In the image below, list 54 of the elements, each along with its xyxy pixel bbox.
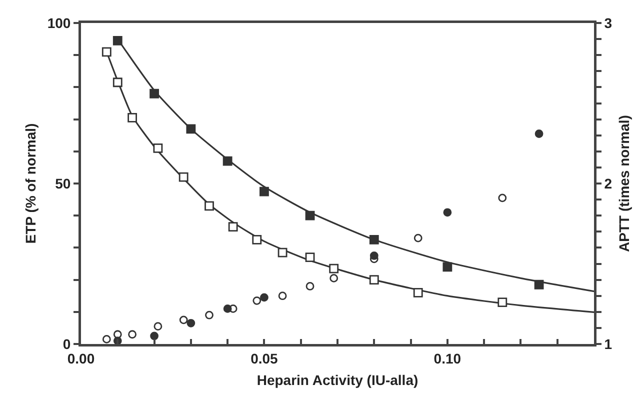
y2-tick-label: 1 bbox=[604, 336, 612, 352]
point bbox=[413, 288, 423, 298]
y2-tick-label: 2 bbox=[604, 175, 612, 192]
point bbox=[498, 298, 508, 307]
x-tick-label: 0.05 bbox=[250, 350, 278, 366]
y-axis-title: ETP (% of normal) bbox=[22, 123, 39, 244]
y-tick-label: 100 bbox=[47, 14, 71, 31]
point bbox=[260, 293, 268, 302]
point bbox=[414, 234, 422, 242]
point bbox=[222, 156, 232, 166]
point bbox=[442, 262, 452, 272]
point bbox=[330, 274, 338, 282]
x-tick-label: 0.10 bbox=[434, 350, 462, 366]
y2-axis-title: APTT (times normal) bbox=[616, 115, 632, 252]
point bbox=[443, 208, 452, 217]
point bbox=[154, 322, 162, 331]
point bbox=[306, 282, 314, 290]
point bbox=[112, 78, 122, 88]
point bbox=[150, 88, 159, 98]
point bbox=[128, 330, 136, 339]
point bbox=[498, 194, 507, 202]
point bbox=[128, 113, 137, 122]
point bbox=[178, 172, 188, 182]
point bbox=[186, 318, 196, 328]
point bbox=[113, 336, 122, 344]
y2-tick-label: 3 bbox=[604, 14, 612, 31]
point bbox=[370, 252, 378, 260]
y-tick-label: 0 bbox=[62, 336, 71, 352]
point bbox=[278, 292, 287, 300]
point bbox=[153, 143, 163, 153]
point bbox=[534, 280, 544, 290]
point bbox=[150, 332, 158, 340]
y-tick-label: 50 bbox=[55, 175, 71, 192]
point bbox=[102, 47, 112, 57]
x-axis-title: Heparin Activity (IU-alla) bbox=[256, 372, 418, 388]
point bbox=[205, 310, 214, 320]
point bbox=[179, 316, 188, 324]
point bbox=[278, 248, 288, 258]
point bbox=[112, 36, 122, 46]
point bbox=[252, 296, 262, 305]
point bbox=[204, 201, 214, 211]
point bbox=[228, 222, 238, 232]
point bbox=[305, 210, 315, 220]
point bbox=[186, 124, 196, 134]
x-tick-label: 0.00 bbox=[67, 350, 95, 366]
point bbox=[369, 275, 379, 284]
point bbox=[223, 304, 232, 313]
point bbox=[329, 264, 339, 274]
point bbox=[369, 234, 379, 244]
point bbox=[252, 234, 262, 244]
point bbox=[102, 334, 111, 344]
point bbox=[534, 130, 544, 138]
point bbox=[305, 252, 315, 262]
point bbox=[260, 186, 269, 196]
